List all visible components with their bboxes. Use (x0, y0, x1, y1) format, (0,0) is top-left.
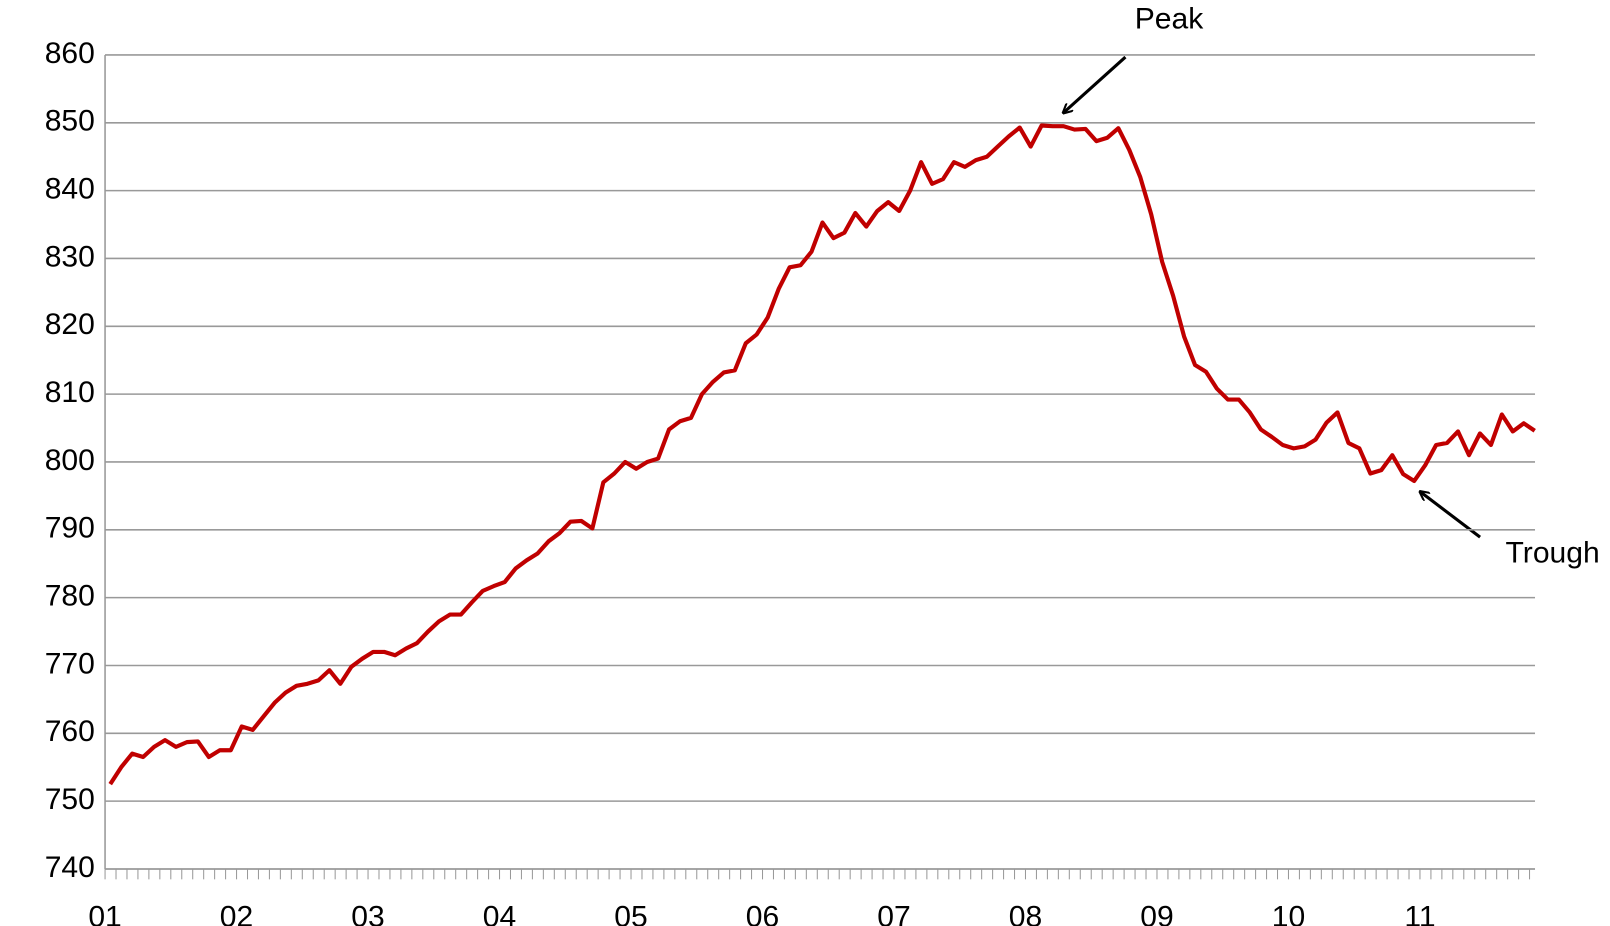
y-tick-label: 830 (45, 240, 95, 273)
x-tick-label: 07 (877, 901, 910, 926)
x-tick-label: 11 (1404, 901, 1435, 926)
x-tick-label: 10 (1272, 901, 1305, 926)
y-tick-label: 840 (45, 173, 95, 206)
y-tick-label: 860 (45, 37, 95, 70)
x-tick-label: 04 (483, 901, 516, 926)
y-tick-label: 810 (45, 376, 95, 409)
x-tick-label: 08 (1009, 901, 1042, 926)
x-tick-label: 01 (88, 901, 121, 926)
x-tick-label: 02 (220, 901, 253, 926)
y-tick-label: 780 (45, 580, 95, 613)
data-line (108, 123, 1536, 786)
y-tick-label: 750 (45, 783, 95, 816)
y-tick-label: 770 (45, 647, 95, 680)
y-tick-label: 800 (45, 444, 95, 477)
x-tick-label: 09 (1140, 901, 1173, 926)
annotation-arrow (1063, 55, 1127, 113)
x-tick-label: 05 (614, 901, 647, 926)
x-tick-label: 03 (351, 901, 384, 926)
annotation: Trough (1506, 537, 1600, 570)
y-tick-label: 790 (45, 512, 95, 545)
x-tick-label: 06 (746, 901, 779, 926)
y-tick-label: 740 (45, 851, 95, 884)
y-tick-label: 760 (45, 715, 95, 748)
annotation: Peak (1135, 3, 1204, 36)
y-tick-label: 850 (45, 105, 95, 138)
y-tick-label: 820 (45, 308, 95, 341)
